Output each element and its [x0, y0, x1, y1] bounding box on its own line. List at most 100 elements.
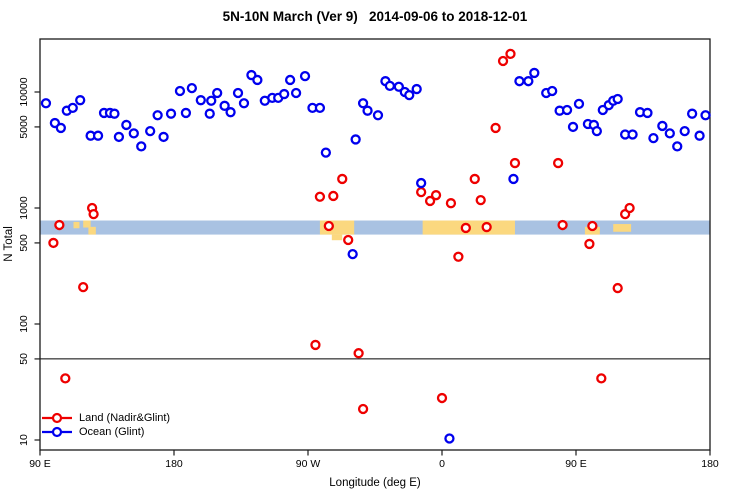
scatter-point-ocean — [362, 105, 373, 116]
scatter-point-ocean — [279, 88, 290, 100]
scatter-point-land — [445, 198, 457, 209]
y-tick-label: 1000 — [18, 196, 30, 220]
scatter-point-ocean — [75, 95, 86, 106]
scatter-point-ocean — [357, 98, 369, 109]
geo-band-land-patch — [88, 226, 96, 235]
scatter-point-ocean — [290, 87, 302, 99]
scatter-point-land — [557, 219, 568, 231]
plot-box — [39, 38, 711, 451]
scatter-point-ocean — [320, 147, 332, 158]
scatter-point-ocean — [55, 122, 66, 134]
scatter-point-ocean — [404, 89, 415, 101]
land-open-circle-icon — [42, 412, 72, 424]
scatter-point-land — [460, 222, 471, 234]
scatter-point-land — [490, 122, 501, 134]
x-tick-label: 90 E — [29, 458, 51, 470]
page-title: 5N-10N March (Ver 9) 2014-09-06 to 2018-… — [222, 9, 528, 24]
scatter-point-ocean — [642, 107, 653, 119]
y-tick-label: 500 — [18, 234, 30, 252]
y-tick-label: 50 — [18, 353, 30, 365]
scatter-point-land — [509, 157, 521, 169]
scatter-point-land — [353, 348, 364, 359]
scatter-point-ocean — [195, 95, 206, 106]
scatter-point-land — [88, 209, 99, 220]
y-tick-label: 10000 — [18, 77, 30, 106]
scatter-point-ocean — [204, 108, 215, 119]
scatter-point-land — [481, 221, 492, 233]
scatter-point-ocean — [180, 107, 192, 119]
scatter-point-land — [436, 392, 448, 404]
scatter-point-land — [357, 403, 369, 415]
scatter-point-ocean — [109, 108, 120, 119]
scatter-point-ocean — [225, 107, 236, 118]
scatter-point-ocean — [567, 121, 579, 133]
scatter-point-ocean — [384, 80, 396, 91]
scatter-point-ocean — [232, 87, 244, 99]
scatter-point-ocean — [174, 85, 186, 97]
scatter-point-ocean — [145, 125, 156, 137]
scatter-point-ocean — [612, 93, 623, 105]
x-tick-label: 90 E — [565, 458, 587, 470]
x-tick-label: 180 — [701, 458, 719, 470]
scatter-point-ocean — [694, 130, 705, 141]
y-tick-label: 10 — [18, 434, 30, 446]
scatter-point-ocean — [372, 110, 384, 121]
scatter-point-land — [314, 191, 326, 202]
geo-band-land-patch — [613, 224, 632, 232]
scatter-point-land — [596, 373, 607, 384]
scatter-point-land — [430, 190, 442, 201]
scatter-point-ocean — [547, 85, 558, 97]
scatter-point-land — [343, 234, 354, 246]
scatter-point-ocean — [591, 125, 602, 137]
scatter-point-ocean — [186, 82, 198, 94]
scatter-point-land — [54, 219, 65, 231]
scatter-point-land — [552, 157, 564, 169]
geo-band-land-patch — [83, 220, 91, 228]
scatter-point-ocean — [416, 177, 427, 189]
legend-item-land: Land (Nadir&Glint) — [41, 411, 170, 425]
scatter-point-ocean — [252, 74, 263, 86]
legend-item-ocean: Ocean (Glint) — [41, 425, 170, 439]
scatter-point-ocean — [314, 102, 326, 114]
scatter-point-ocean — [212, 87, 223, 99]
scatter-point-land — [469, 173, 480, 185]
scatter-point-land — [328, 190, 339, 202]
scatter-point-ocean — [411, 83, 422, 95]
scatter-point-land — [584, 238, 595, 250]
geo-band-land-patch — [331, 234, 343, 241]
legend-label-ocean: Ocean (Glint) — [79, 426, 145, 438]
scatter-point-ocean — [529, 67, 540, 79]
scatter-point-land — [78, 281, 89, 293]
scatter-point-ocean — [686, 108, 698, 119]
scatter-point-land — [505, 48, 516, 60]
scatter-point-ocean — [664, 128, 675, 139]
scatter-point-ocean — [113, 131, 125, 143]
x-tick-label: 0 — [439, 458, 445, 470]
y-tick-label: 5000 — [18, 115, 30, 139]
x-axis-title: Longitude (deg E) — [329, 477, 421, 489]
scatter-point-land — [337, 173, 348, 185]
scatter-point-land — [453, 251, 464, 262]
legend-label-land: Land (Nadir&Glint) — [79, 412, 171, 424]
scatter-point-land — [612, 282, 623, 294]
legend: Land (Nadir&Glint) Ocean (Glint) — [41, 411, 170, 439]
scatter-point-ocean — [648, 133, 659, 144]
scatter-point-land — [475, 194, 486, 206]
scatter-point-ocean — [444, 433, 455, 444]
scatter-point-land — [60, 373, 71, 384]
scatter-point-land — [310, 339, 321, 351]
scatter-point-ocean — [299, 70, 311, 82]
scatter-point-ocean — [508, 173, 519, 185]
scatter-point-land — [424, 195, 436, 207]
x-tick-label: 180 — [165, 458, 183, 470]
scatter-point-land — [416, 186, 427, 198]
scatter-point-ocean — [121, 119, 132, 131]
scatter-point-ocean — [128, 128, 139, 139]
scatter-point-ocean — [627, 129, 638, 140]
scatter-point-ocean — [67, 102, 78, 114]
scatter-point-ocean — [514, 76, 525, 87]
scatter-point-ocean — [561, 104, 573, 116]
scatter-point-ocean — [350, 134, 361, 145]
